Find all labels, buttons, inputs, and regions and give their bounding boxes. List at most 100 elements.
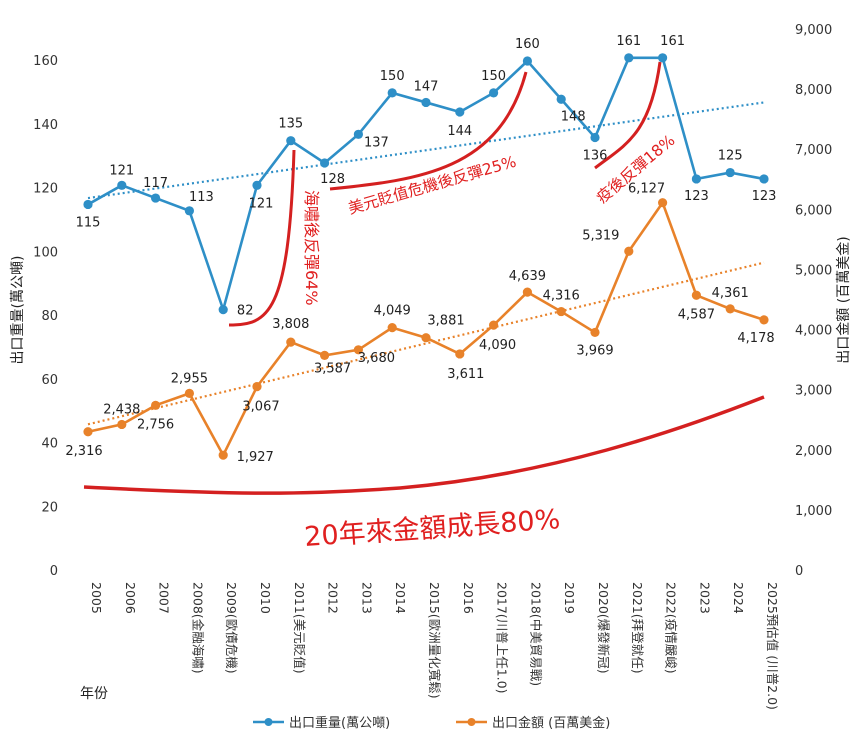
y-tick-right: 7,000 — [795, 143, 832, 158]
data-point-weight — [387, 88, 397, 98]
data-point-weight — [184, 206, 194, 216]
data-label-weight: 160 — [515, 37, 540, 52]
data-point-weight — [590, 132, 600, 143]
x-tick-label: 2005 — [89, 582, 104, 614]
data-point-value — [387, 323, 397, 333]
x-tick-label: 2006 — [123, 582, 138, 614]
growth-curve — [83, 395, 765, 495]
data-point-value — [691, 290, 702, 300]
right-axis-ticks: 0 1,000 2,000 3,000 4,000 5,000 6,000 7,000 8,00… — [795, 23, 832, 579]
y-tick-right: 8,000 — [795, 83, 832, 98]
data-label-weight: 150 — [380, 69, 405, 84]
annotation-20yr-growth: 20年來金額成長80% — [303, 504, 561, 553]
y-tick-left: 60 — [41, 373, 58, 388]
x-tick-label: 2024 — [731, 582, 746, 614]
data-label-value: 3,587 — [314, 361, 351, 376]
data-label-weight: 128 — [320, 172, 345, 187]
annotation-curves — [83, 61, 765, 495]
y-tick-left: 80 — [41, 309, 58, 324]
x-tick-label: 2022(疫情嚴峻) — [664, 582, 679, 674]
data-label-value: 3,067 — [242, 400, 279, 415]
data-point-value — [522, 287, 533, 297]
legend-value-marker — [467, 718, 476, 726]
data-label-value: 2,756 — [137, 417, 174, 432]
data-point-value — [421, 333, 431, 343]
y-axis-title-right: 出口金額 (百萬美金) — [836, 236, 852, 363]
data-point-weight — [218, 305, 228, 315]
y-tick-right: 4,000 — [795, 324, 832, 339]
data-label-weight: 123 — [752, 189, 777, 204]
data-label-value: 4,639 — [509, 269, 546, 284]
data-point-weight — [489, 88, 499, 98]
x-tick-label: 2009(歐債危機) — [224, 582, 239, 674]
data-label-weight: 148 — [561, 109, 586, 124]
data-point-value — [286, 337, 296, 347]
data-point-value — [252, 382, 262, 392]
data-label-value: 1,927 — [237, 450, 274, 465]
data-point-value — [117, 419, 127, 430]
x-tick-label: 2013 — [359, 582, 374, 614]
data-label-weight: 121 — [109, 163, 134, 178]
data-label-value: 3,808 — [272, 317, 309, 332]
data-point-weight — [421, 97, 431, 108]
x-tick-label: 2021(拜登就任) — [630, 582, 645, 674]
x-tick-label: 2016 — [461, 582, 476, 614]
data-point-value — [556, 306, 566, 317]
x-axis-title: 年份 — [80, 686, 108, 702]
data-label-value: 3,611 — [447, 367, 484, 382]
series-points — [83, 53, 769, 460]
trendline-weight — [87, 101, 765, 200]
data-point-weight — [117, 180, 127, 190]
y-tick-left: 0 — [50, 564, 58, 579]
data-point-value — [590, 327, 600, 338]
data-label-value: 4,090 — [479, 338, 516, 353]
y-tick-left: 140 — [33, 118, 58, 133]
y-tick-right: 1,000 — [795, 504, 832, 519]
x-tick-label: 2020(爆發新冠) — [596, 582, 611, 674]
y-tick-left: 40 — [41, 437, 58, 452]
trendlines — [87, 101, 765, 426]
data-point-weight — [353, 129, 363, 139]
y-tick-right: 9,000 — [795, 23, 832, 38]
data-point-value — [353, 345, 363, 355]
data-point-value — [83, 427, 93, 437]
x-tick-label: 2014 — [393, 582, 408, 614]
data-point-value — [320, 350, 330, 360]
data-point-value — [759, 315, 769, 325]
data-label-value: 4,361 — [712, 286, 749, 301]
data-label-value: 4,587 — [678, 307, 715, 322]
data-point-weight — [83, 199, 93, 210]
y-tick-left: 20 — [41, 500, 58, 515]
data-label-weight: 113 — [189, 190, 214, 205]
legend: 出口重量(萬公噸) 出口金額 (百萬美金) — [253, 715, 610, 731]
annotation-tsunami-rebound: 海嘯後反彈64% — [302, 190, 321, 306]
data-point-value — [184, 388, 194, 398]
x-tick-label: 2008(金融海嘯) — [190, 582, 205, 674]
x-tick-label: 2019 — [562, 582, 577, 614]
y-tick-right: 0 — [795, 564, 803, 579]
rebound-curve-2009 — [228, 149, 296, 327]
series-line-value — [87, 199, 765, 458]
data-label-weight: 137 — [364, 135, 389, 150]
data-label-weight: 123 — [684, 189, 709, 204]
data-label-value: 2,438 — [103, 402, 140, 417]
data-label-value: 4,178 — [737, 331, 774, 346]
y-tick-left: 100 — [33, 245, 58, 260]
x-tick-label: 2023 — [697, 582, 712, 614]
y-tick-right: 3,000 — [795, 384, 832, 399]
data-label-value: 4,316 — [543, 289, 580, 304]
legend-value-label: 出口金額 (百萬美金) — [492, 715, 610, 731]
data-point-weight — [252, 180, 262, 190]
y-tick-right: 5,000 — [795, 263, 832, 278]
y-tick-right: 2,000 — [795, 444, 832, 459]
rebound-curve-2020 — [594, 61, 662, 170]
x-tick-label: 2017(川普上任1.0) — [495, 582, 510, 693]
y-axis-title-left: 出口重量(萬公噸) — [10, 256, 26, 365]
data-label-weight: 82 — [237, 304, 254, 319]
legend-weight-marker — [264, 718, 273, 726]
data-label-weight: 121 — [249, 196, 274, 211]
data-label-weight: 147 — [414, 79, 439, 94]
data-label-value: 6,127 — [628, 182, 665, 197]
x-tick-label: 2012 — [326, 582, 341, 614]
x-tick-label: 2025預估值 (川普2.0) — [765, 582, 780, 710]
